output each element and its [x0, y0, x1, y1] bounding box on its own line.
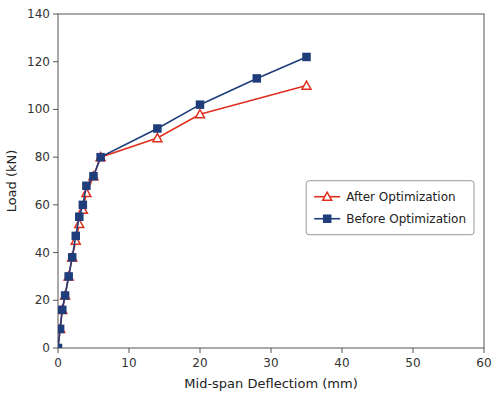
point [97, 154, 104, 161]
x-tick [200, 348, 201, 353]
legend-box [306, 181, 474, 235]
y-tick-label: 0 [42, 341, 50, 355]
point [69, 254, 76, 261]
point [58, 305, 67, 313]
y-tick-label: 100 [27, 102, 50, 116]
point [253, 75, 260, 82]
point [61, 291, 70, 299]
point [76, 213, 83, 220]
point [302, 81, 311, 89]
series-line [58, 86, 307, 348]
point [89, 172, 98, 180]
y-tick-label: 120 [27, 55, 50, 69]
y-tick [53, 348, 58, 349]
legend-marker [323, 192, 332, 200]
x-tick [271, 348, 272, 353]
point [68, 253, 77, 261]
legend-label: After Optimization [346, 190, 455, 204]
legend: After Optimization Before Optimization [306, 181, 474, 235]
y-tick [53, 252, 58, 253]
point [79, 201, 86, 208]
point [153, 134, 162, 142]
x-tick [129, 348, 130, 353]
y-tick-label: 20 [35, 293, 50, 307]
x-tick-label: 30 [263, 356, 278, 370]
point [59, 306, 66, 313]
x-axis: 0 10 20 30 40 50 60 [54, 348, 491, 370]
x-tick [342, 348, 343, 353]
y-tick [53, 109, 58, 110]
y-tick [53, 61, 58, 62]
point [83, 182, 90, 189]
point [65, 273, 72, 280]
point [196, 110, 205, 118]
series [58, 81, 311, 348]
y-axis-label: Load (kN) [4, 150, 19, 213]
series [58, 53, 310, 348]
plot-area [58, 53, 311, 348]
y-tick [53, 14, 58, 15]
y-axis: 0 20 40 60 80 100 120 140 [27, 7, 58, 355]
x-tick-label: 0 [54, 356, 62, 370]
plot-frame [58, 14, 484, 348]
x-tick-label: 20 [192, 356, 207, 370]
y-tick [53, 157, 58, 158]
y-tick [53, 300, 58, 301]
point [154, 125, 161, 132]
point [58, 324, 65, 332]
chart: 0 10 20 30 40 50 60 0 20 40 60 80 100 120 140 Mid-span … [0, 0, 500, 398]
legend-label: Before Optimization [346, 212, 466, 226]
point [197, 101, 204, 108]
y-tick-label: 140 [27, 7, 50, 21]
x-tick-label: 60 [476, 356, 491, 370]
point [58, 344, 63, 349]
point [90, 173, 97, 180]
x-tick-label: 50 [405, 356, 420, 370]
x-tick-label: 40 [334, 356, 349, 370]
y-tick-label: 40 [35, 246, 50, 260]
point [58, 325, 64, 332]
y-tick [53, 204, 58, 205]
point [62, 292, 69, 299]
x-tick [58, 348, 59, 353]
y-tick-label: 60 [35, 198, 50, 212]
y-tick-label: 80 [35, 150, 50, 164]
x-tick [484, 348, 485, 353]
point [72, 232, 79, 239]
point [64, 272, 73, 280]
x-tick-label: 10 [121, 356, 136, 370]
point [303, 53, 310, 60]
point [96, 153, 105, 161]
point [58, 345, 62, 349]
x-axis-label: Mid-span Deflectiom (mm) [184, 376, 357, 391]
legend-marker [324, 215, 331, 222]
series-line [58, 57, 307, 348]
x-tick [413, 348, 414, 353]
